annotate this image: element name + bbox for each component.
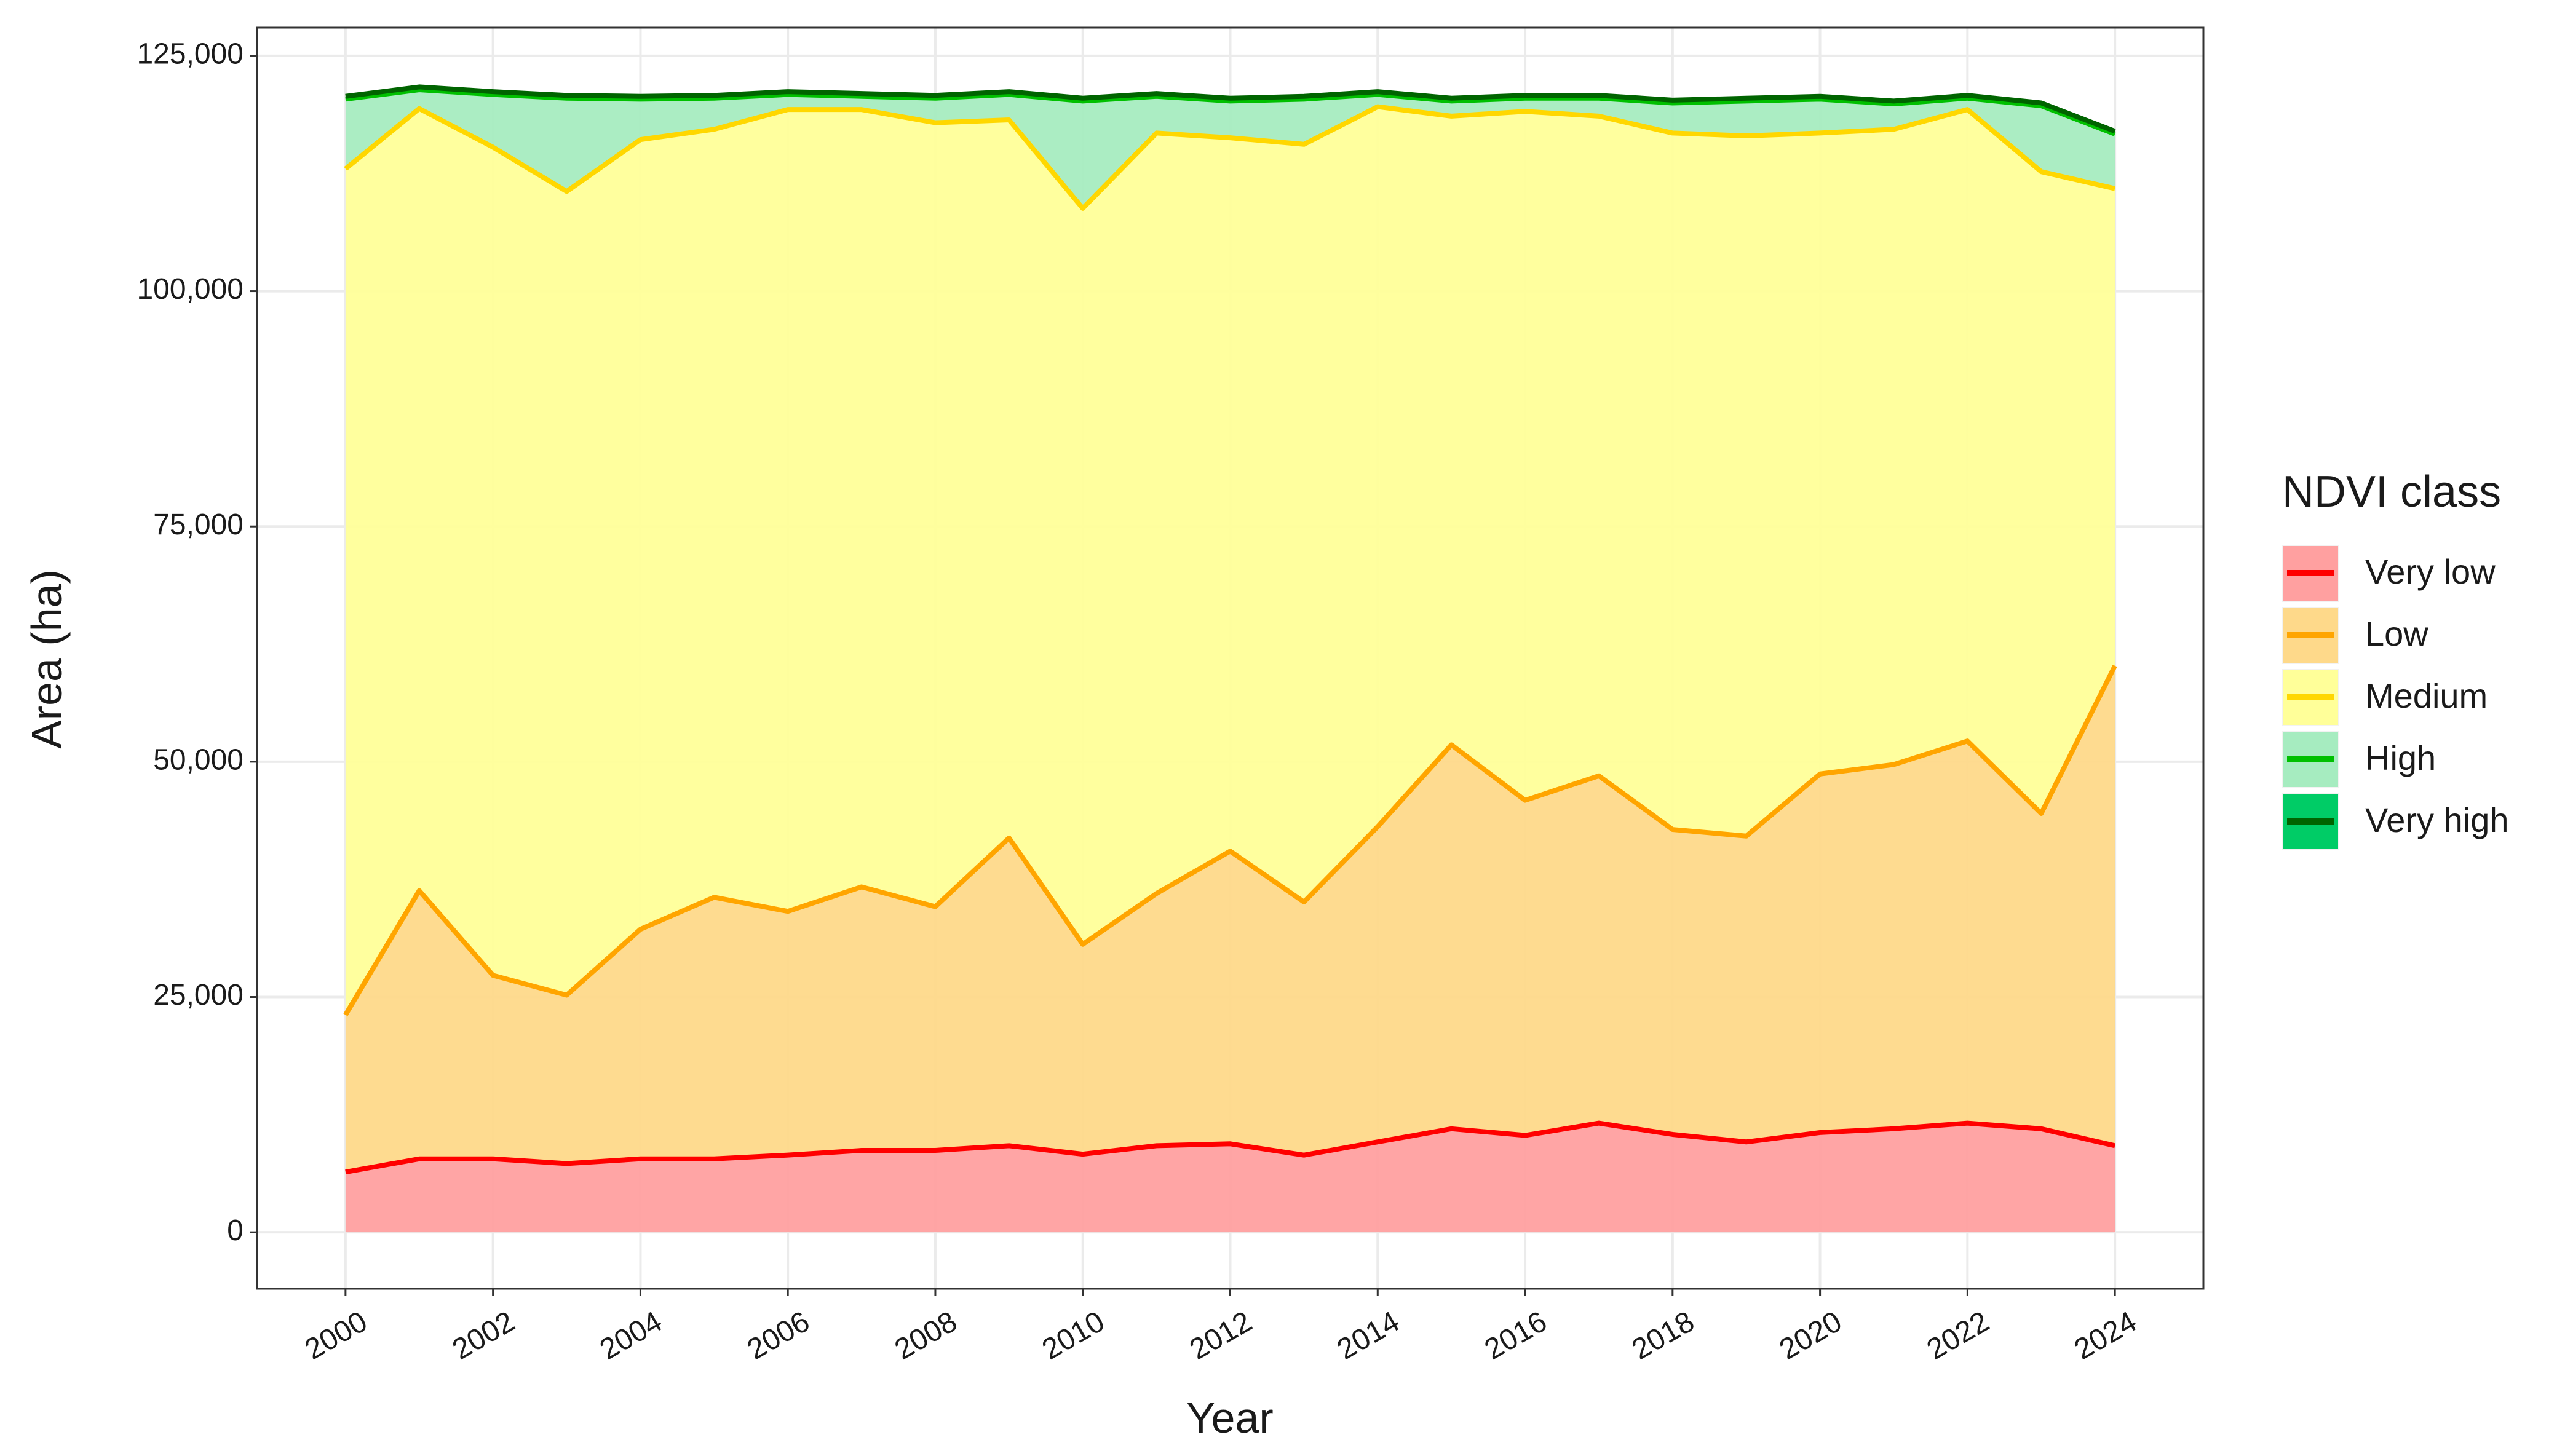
area-line	[345, 87, 2116, 136]
y-tick-label: 0	[227, 1214, 244, 1247]
area	[345, 665, 2115, 1173]
area-line	[343, 664, 2117, 1016]
area	[345, 106, 2115, 1015]
y-tick-label: 75,000	[153, 508, 244, 541]
plot-border	[256, 26, 2205, 1290]
x-axis-title: Year	[1186, 1394, 1273, 1442]
legend-title: NDVI class	[2282, 467, 2501, 516]
legend-label: Low	[2365, 614, 2428, 653]
area-line	[345, 1120, 2116, 1175]
area	[345, 90, 2115, 208]
area-line	[345, 84, 2116, 134]
y-tick-label: 100,000	[137, 273, 244, 306]
legend-label: High	[2365, 738, 2436, 777]
area	[345, 1123, 2115, 1233]
legend-label: Very high	[2365, 801, 2509, 839]
legend-label: Very low	[2365, 552, 2496, 591]
y-tick-label: 50,000	[153, 744, 244, 777]
legend-label: Medium	[2365, 676, 2488, 715]
y-tick-label: 25,000	[153, 979, 244, 1011]
y-axis-title: Area (ha)	[23, 569, 71, 749]
area-line	[344, 104, 2116, 211]
y-tick-label: 125,000	[137, 38, 244, 71]
